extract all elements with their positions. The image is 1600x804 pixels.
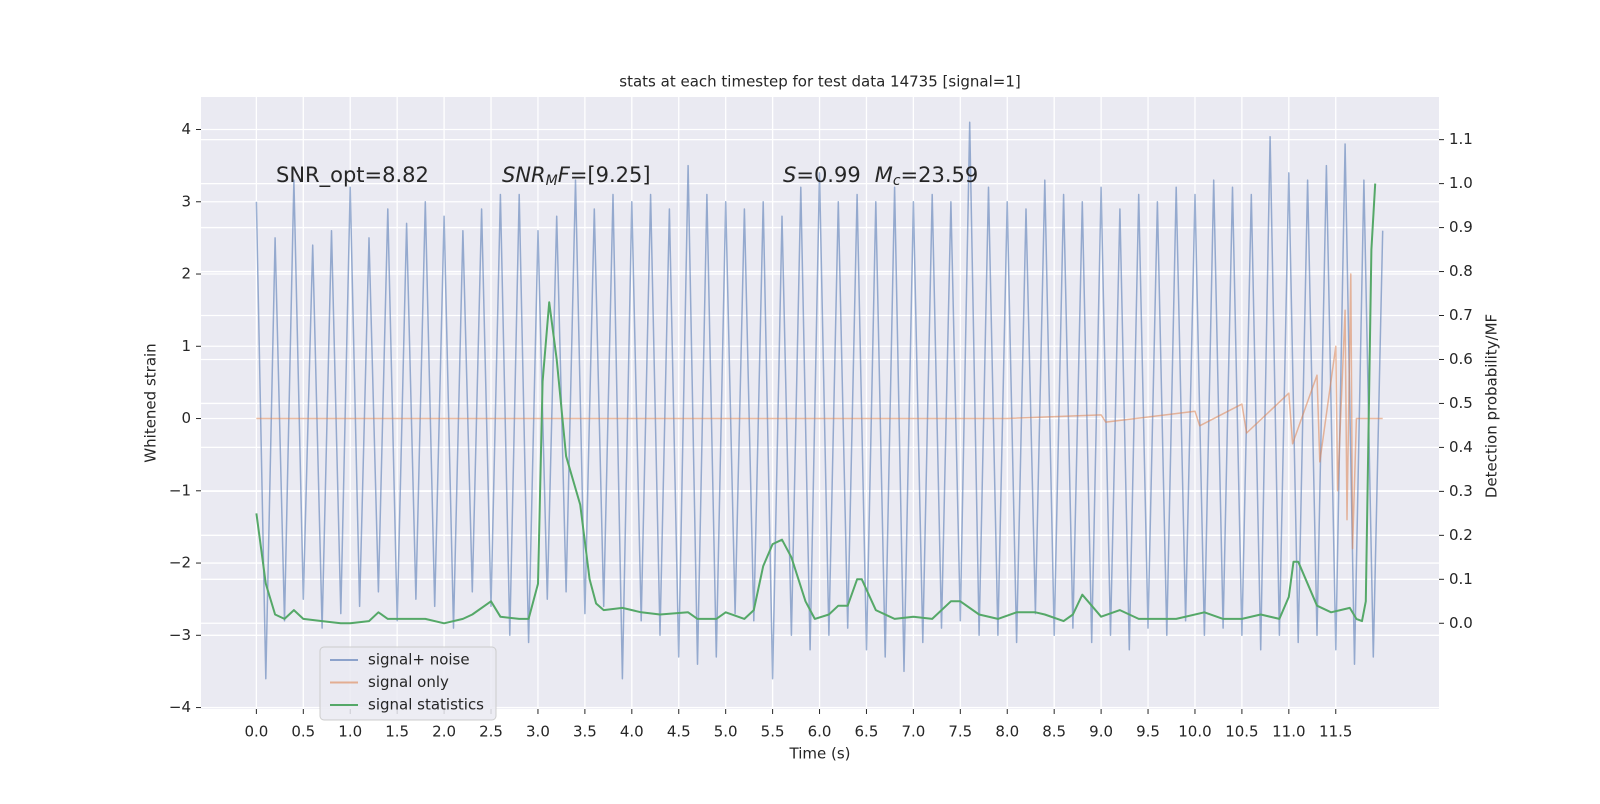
annotation-part: c: [893, 173, 901, 189]
y2-tick-label: 0.9: [1449, 218, 1473, 236]
chart-title: stats at each timestep for test data 147…: [619, 73, 1020, 91]
y-tick-label: −3: [169, 626, 191, 644]
y2-tick-label: 0.6: [1449, 350, 1473, 368]
series-line: [255, 183, 1377, 625]
series-line: [256, 273, 1383, 550]
x-axis-label: Time (s): [789, 745, 851, 763]
x-tick-label: 5.0: [714, 723, 738, 741]
x-tick-label: 7.0: [901, 723, 925, 741]
y2-tick-label: 0.0: [1449, 614, 1473, 632]
y2-tick-label: 1.0: [1449, 174, 1473, 192]
legend-label: signal+ noise: [368, 651, 470, 669]
x-tick-label: 6.0: [808, 723, 832, 741]
y-axis-label: Whitened strain: [142, 343, 160, 462]
y-tick-label: −4: [169, 698, 191, 716]
legend-box: [319, 646, 497, 721]
annotation: SNR_opt=8.82: [276, 163, 429, 188]
x-tick-label: 6.5: [855, 723, 879, 741]
annotation-part: S: [783, 163, 796, 187]
y2-tick-label: 1.1: [1449, 130, 1473, 148]
series-line: [255, 121, 1384, 680]
x-tick-label: 4.0: [620, 723, 644, 741]
x-tick-label: 3.5: [573, 723, 597, 741]
x-tick-label: 5.5: [761, 723, 785, 741]
annotation-part: =[9.25]: [570, 163, 651, 187]
y-tick-label: 3: [181, 192, 191, 210]
y-tick-label: 1: [181, 337, 191, 355]
annotation: SNRMF=[9.25]: [502, 163, 651, 189]
y-tick-label: 0: [181, 409, 191, 427]
x-tick-label: 10.5: [1225, 723, 1258, 741]
x-tick-label: 11.0: [1272, 723, 1305, 741]
y-tick-label: 2: [181, 265, 191, 283]
y-tick-label: −1: [169, 481, 191, 499]
x-tick-label: 11.5: [1319, 723, 1352, 741]
x-tick-label: 3.0: [526, 723, 550, 741]
x-tick-label: 8.5: [1042, 723, 1066, 741]
y2-tick-label: 0.7: [1449, 306, 1473, 324]
annotation-part: SNR_opt=8.82: [276, 163, 429, 188]
y2-tick-label: 0.8: [1449, 262, 1473, 280]
annotation-part: M: [546, 173, 558, 189]
x-tick-label: 2.5: [479, 723, 503, 741]
x-tick-label: 7.5: [948, 723, 972, 741]
x-tick-label: 1.5: [385, 723, 409, 741]
y2-tick-label: 0.3: [1449, 482, 1473, 500]
x-tick-label: 0.5: [291, 723, 315, 741]
y2-tick-label: 0.4: [1449, 438, 1473, 456]
y-tick-label: −2: [169, 554, 191, 572]
x-tick-label: 4.5: [667, 723, 691, 741]
y2-tick-label: 0.5: [1449, 394, 1473, 412]
annotation: S=0.99 Mc=23.59: [783, 163, 978, 189]
y-tick-label: 4: [181, 120, 191, 138]
x-tick-label: 10.0: [1178, 723, 1211, 741]
annotation-part: =0.99: [796, 163, 860, 187]
annotation-part: F: [558, 163, 571, 187]
annotation-part: =23.59: [901, 163, 979, 187]
y2-tick-label: 0.1: [1449, 570, 1473, 588]
annotation-part: M: [875, 163, 893, 187]
x-tick-label: 2.0: [432, 723, 456, 741]
legend-label: signal statistics: [368, 696, 484, 714]
x-tick-label: 1.0: [338, 723, 362, 741]
y2-tick-label: 0.2: [1449, 526, 1473, 544]
x-tick-label: 9.5: [1136, 723, 1160, 741]
y2-axis-label: Detection probability/MF: [1483, 314, 1501, 498]
legend-label: signal only: [368, 673, 449, 691]
x-tick-label: 0.0: [244, 723, 268, 741]
x-tick-label: 9.0: [1089, 723, 1113, 741]
annotation-part: SNR: [502, 163, 546, 187]
x-tick-label: 8.0: [995, 723, 1019, 741]
